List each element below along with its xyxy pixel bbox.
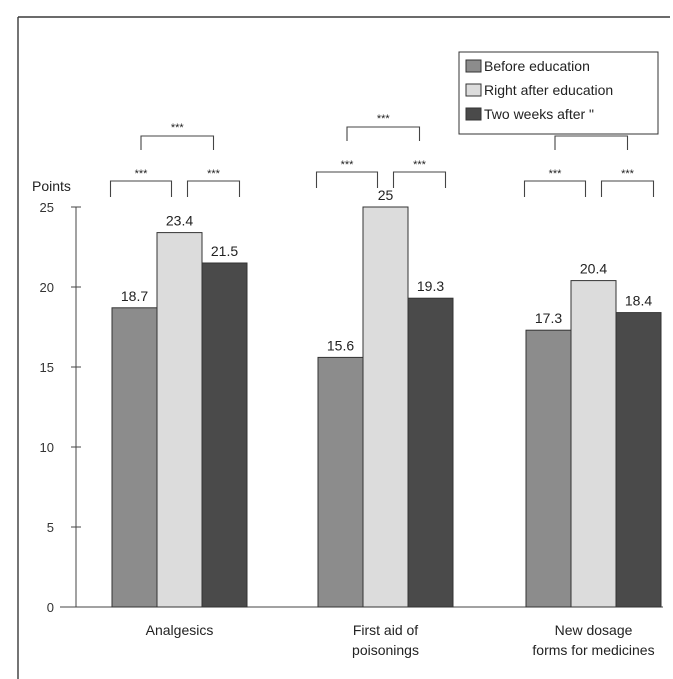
x-category-label: First aid of poisonings — [352, 622, 419, 658]
significance-label: *** — [135, 168, 149, 180]
bar-value-label: 23.4 — [166, 213, 193, 229]
significance-bracket — [346, 126, 421, 141]
bar — [201, 262, 248, 608]
bar — [362, 206, 409, 608]
bar-value-label: 18.7 — [121, 288, 148, 304]
bar — [407, 297, 454, 608]
legend-label: Before education — [484, 58, 590, 74]
significance-label: *** — [621, 168, 635, 180]
legend: Before education Right after education Two… — [458, 51, 659, 135]
significance-bracket — [523, 180, 587, 197]
significance-label: *** — [171, 122, 185, 134]
bar-value-label: 17.3 — [535, 310, 562, 326]
significance-bracket — [315, 171, 379, 188]
legend-label: Right after education — [484, 82, 613, 98]
bar-value-label: 15.6 — [327, 337, 354, 353]
legend-swatch — [465, 83, 482, 97]
plot-area: 0 5 10 15 20 25 Points 18.7 23.4 21.5 Analgesics **… — [32, 113, 663, 658]
bar-value-label: 18.4 — [625, 293, 652, 309]
bar-value-label: 19.3 — [417, 278, 444, 294]
significance-label: *** — [377, 113, 391, 125]
legend-swatch — [465, 59, 482, 73]
significance-bracket — [392, 171, 447, 188]
significance-label: *** — [207, 168, 221, 180]
bar-value-label: 21.5 — [211, 243, 238, 259]
legend-swatch — [465, 107, 482, 121]
bar — [111, 307, 158, 608]
bar — [317, 356, 364, 608]
significance-bracket — [554, 135, 629, 150]
x-category-label: Analgesics — [146, 622, 214, 638]
y-tick-label: 20 — [40, 280, 54, 295]
bar-value-label: 20.4 — [580, 261, 607, 277]
y-tick-label: 15 — [40, 360, 54, 375]
bar — [525, 329, 572, 608]
y-tick-label: 25 — [40, 200, 54, 215]
legend-box — [458, 51, 659, 135]
legend-label: Two weeks after " — [484, 106, 594, 122]
significance-label: *** — [549, 168, 563, 180]
significance-bracket — [186, 180, 241, 197]
y-tick-label: 0 — [47, 600, 54, 615]
y-axis-label: Points — [32, 178, 71, 194]
bar — [615, 312, 662, 608]
bar — [156, 232, 203, 608]
significance-bracket — [600, 180, 655, 197]
significance-bracket — [109, 180, 173, 197]
y-tick-label: 10 — [40, 440, 54, 455]
bar-value-label: 25 — [378, 187, 394, 203]
y-tick-label: 5 — [47, 520, 54, 535]
significance-label: *** — [413, 159, 427, 171]
significance-label: *** — [341, 159, 355, 171]
x-category-label: New dosage forms for medicines — [532, 622, 654, 658]
significance-bracket — [140, 135, 215, 150]
bar — [570, 280, 617, 608]
